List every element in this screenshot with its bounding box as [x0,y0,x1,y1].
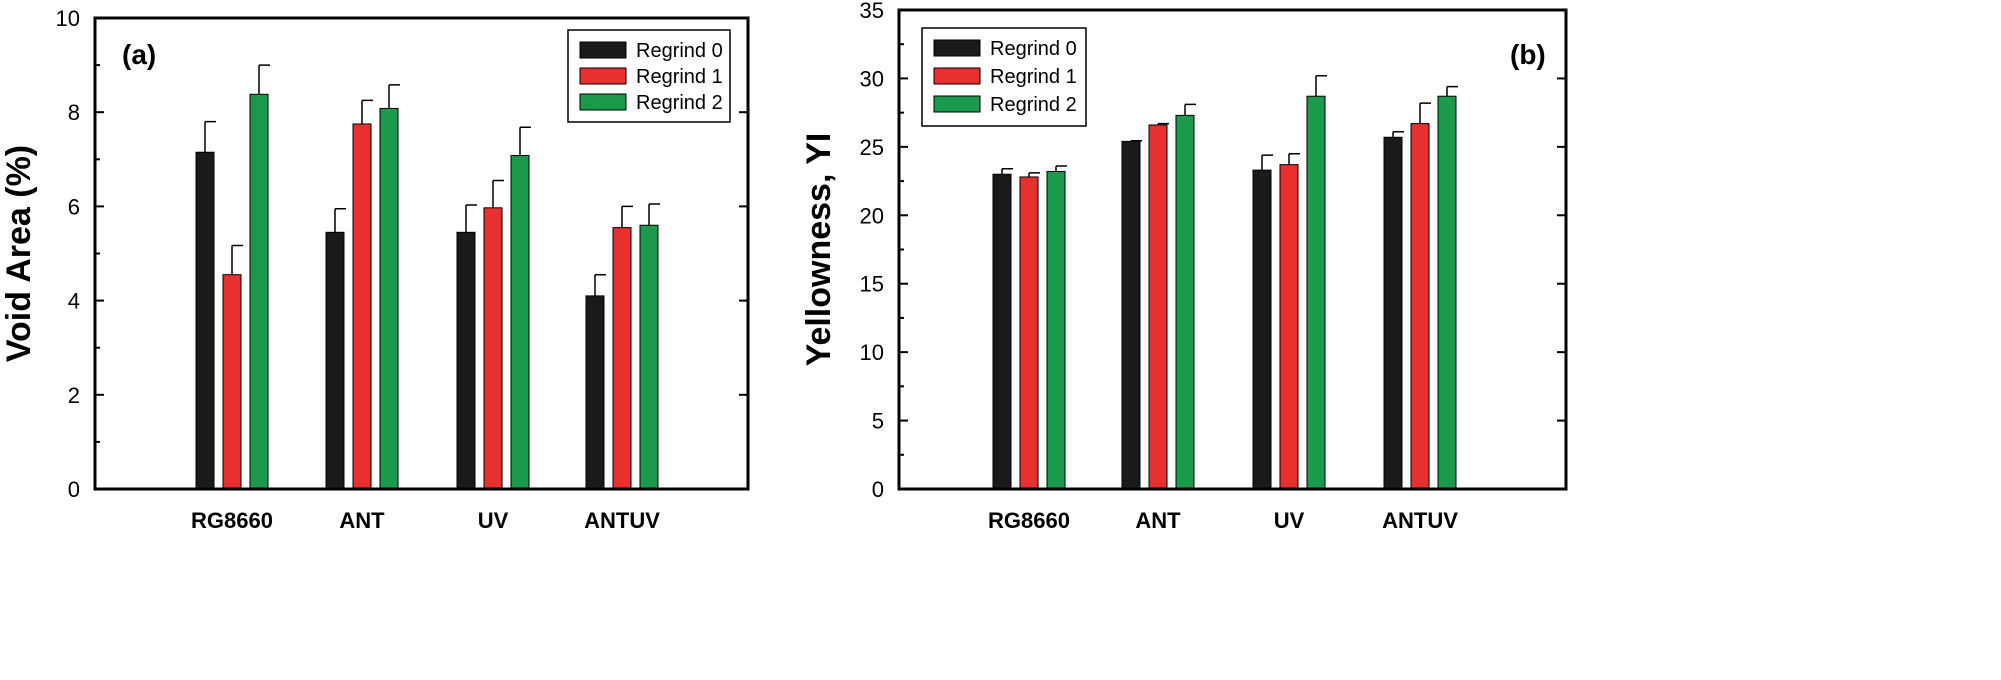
error-bar-ant-regrind-0 [334,208,346,233]
bar-ant-regrind-2 [1175,114,1195,490]
y-tick-label: 4 [68,289,80,314]
bar-rg8660-regrind-1 [222,274,242,490]
error-bar-rg8660-regrind-0 [204,120,216,153]
bar-ant-regrind-1 [1148,124,1168,490]
bar-antuv-regrind-2 [639,224,659,490]
bar-rg8660-regrind-0 [992,173,1012,490]
bar-antuv-regrind-1 [612,227,632,490]
bar-rg8660-regrind-2 [1046,170,1066,490]
legend-swatch [579,41,627,59]
x-tick-label: RG8660 [988,508,1070,533]
y-tick-label: 30 [860,66,884,91]
error-bar-antuv-regrind-0 [594,273,606,296]
y-axis-label: Yellowness, YI [800,133,838,367]
bar-uv-regrind-2 [510,155,530,490]
y-tick-label: 15 [860,272,884,297]
y-tick-label: 0 [68,477,80,502]
y-tick-label: 2 [68,383,80,408]
y-tick-label: 6 [68,194,80,219]
error-bar-rg8660-regrind-1 [231,244,243,275]
bar-antuv-regrind-0 [1383,136,1403,490]
y-tick-label: 25 [860,135,884,160]
bar-ant-regrind-0 [1121,140,1141,490]
error-bar-antuv-regrind-1 [1419,102,1431,124]
bar-antuv-regrind-1 [1410,123,1430,490]
legend-swatch [933,39,981,57]
legend-label: Regrind 2 [636,92,723,114]
bar-rg8660-regrind-0 [195,151,215,490]
bar-antuv-regrind-0 [585,295,605,490]
legend-label: Regrind 0 [990,38,1077,60]
x-tick-label: RG8660 [191,508,273,533]
y-tick-label: 10 [860,340,884,365]
bar-uv-regrind-2 [1306,95,1326,490]
x-tick-label: ANT [339,508,385,533]
bar-uv-regrind-1 [1279,164,1299,490]
error-bar-ant-regrind-2 [1184,103,1196,116]
bar-uv-regrind-0 [1252,169,1272,490]
x-tick-label: ANT [1135,508,1181,533]
bar-uv-regrind-0 [456,231,476,490]
y-tick-label: 20 [860,203,884,228]
y-tick-label: 5 [872,409,884,434]
legend-label: Regrind 1 [636,66,723,88]
x-tick-label: UV [478,508,509,533]
error-bar-antuv-regrind-2 [1446,85,1458,97]
error-bar-ant-regrind-1 [361,99,373,124]
bar-ant-regrind-1 [352,123,372,490]
error-bar-ant-regrind-1 [1157,122,1169,125]
error-bar-uv-regrind-0 [465,204,477,233]
error-bar-uv-regrind-2 [1315,74,1327,97]
error-bar-antuv-regrind-0 [1392,131,1404,138]
y-tick-label: 10 [56,6,80,31]
error-bar-ant-regrind-2 [388,84,400,109]
y-tick-label: 0 [872,477,884,502]
bar-rg8660-regrind-1 [1019,176,1039,490]
error-bar-antuv-regrind-2 [648,203,660,226]
error-bar-ant-regrind-0 [1130,139,1142,142]
legend-label: Regrind 0 [636,40,723,62]
y-tick-label: 35 [860,0,884,23]
bar-uv-regrind-1 [483,207,503,490]
x-tick-label: ANTUV [1382,508,1458,533]
legend: Regrind 0 Regrind 1 Regrind 2 [567,29,731,123]
y-axis-label: Void Area (%) [0,145,38,362]
legend-label: Regrind 2 [990,94,1077,116]
legend-swatch [579,67,627,85]
bar-ant-regrind-0 [325,231,345,490]
error-bar-antuv-regrind-1 [621,205,633,228]
error-bar-rg8660-regrind-1 [1028,172,1040,177]
error-bar-rg8660-regrind-0 [1001,168,1013,175]
legend-label: Regrind 1 [990,66,1077,88]
bar-antuv-regrind-2 [1437,95,1457,490]
error-bar-uv-regrind-1 [492,179,504,208]
error-bar-uv-regrind-0 [1261,154,1273,171]
x-tick-label: UV [1274,508,1305,533]
x-tick-label: ANTUV [584,508,660,533]
error-bar-uv-regrind-2 [519,126,531,156]
legend: Regrind 0 Regrind 1 Regrind 2 [921,27,1087,127]
panel-label: (a) [122,39,156,70]
y-tick-label: 8 [68,100,80,125]
bar-ant-regrind-2 [379,107,399,490]
error-bar-uv-regrind-1 [1288,152,1300,165]
error-bar-rg8660-regrind-2 [258,64,270,95]
legend-swatch [933,67,981,85]
legend-swatch [579,93,627,111]
error-bar-rg8660-regrind-2 [1055,165,1067,172]
bar-rg8660-regrind-2 [249,93,269,490]
legend-swatch [933,95,981,113]
panel-label: (b) [1510,39,1546,70]
